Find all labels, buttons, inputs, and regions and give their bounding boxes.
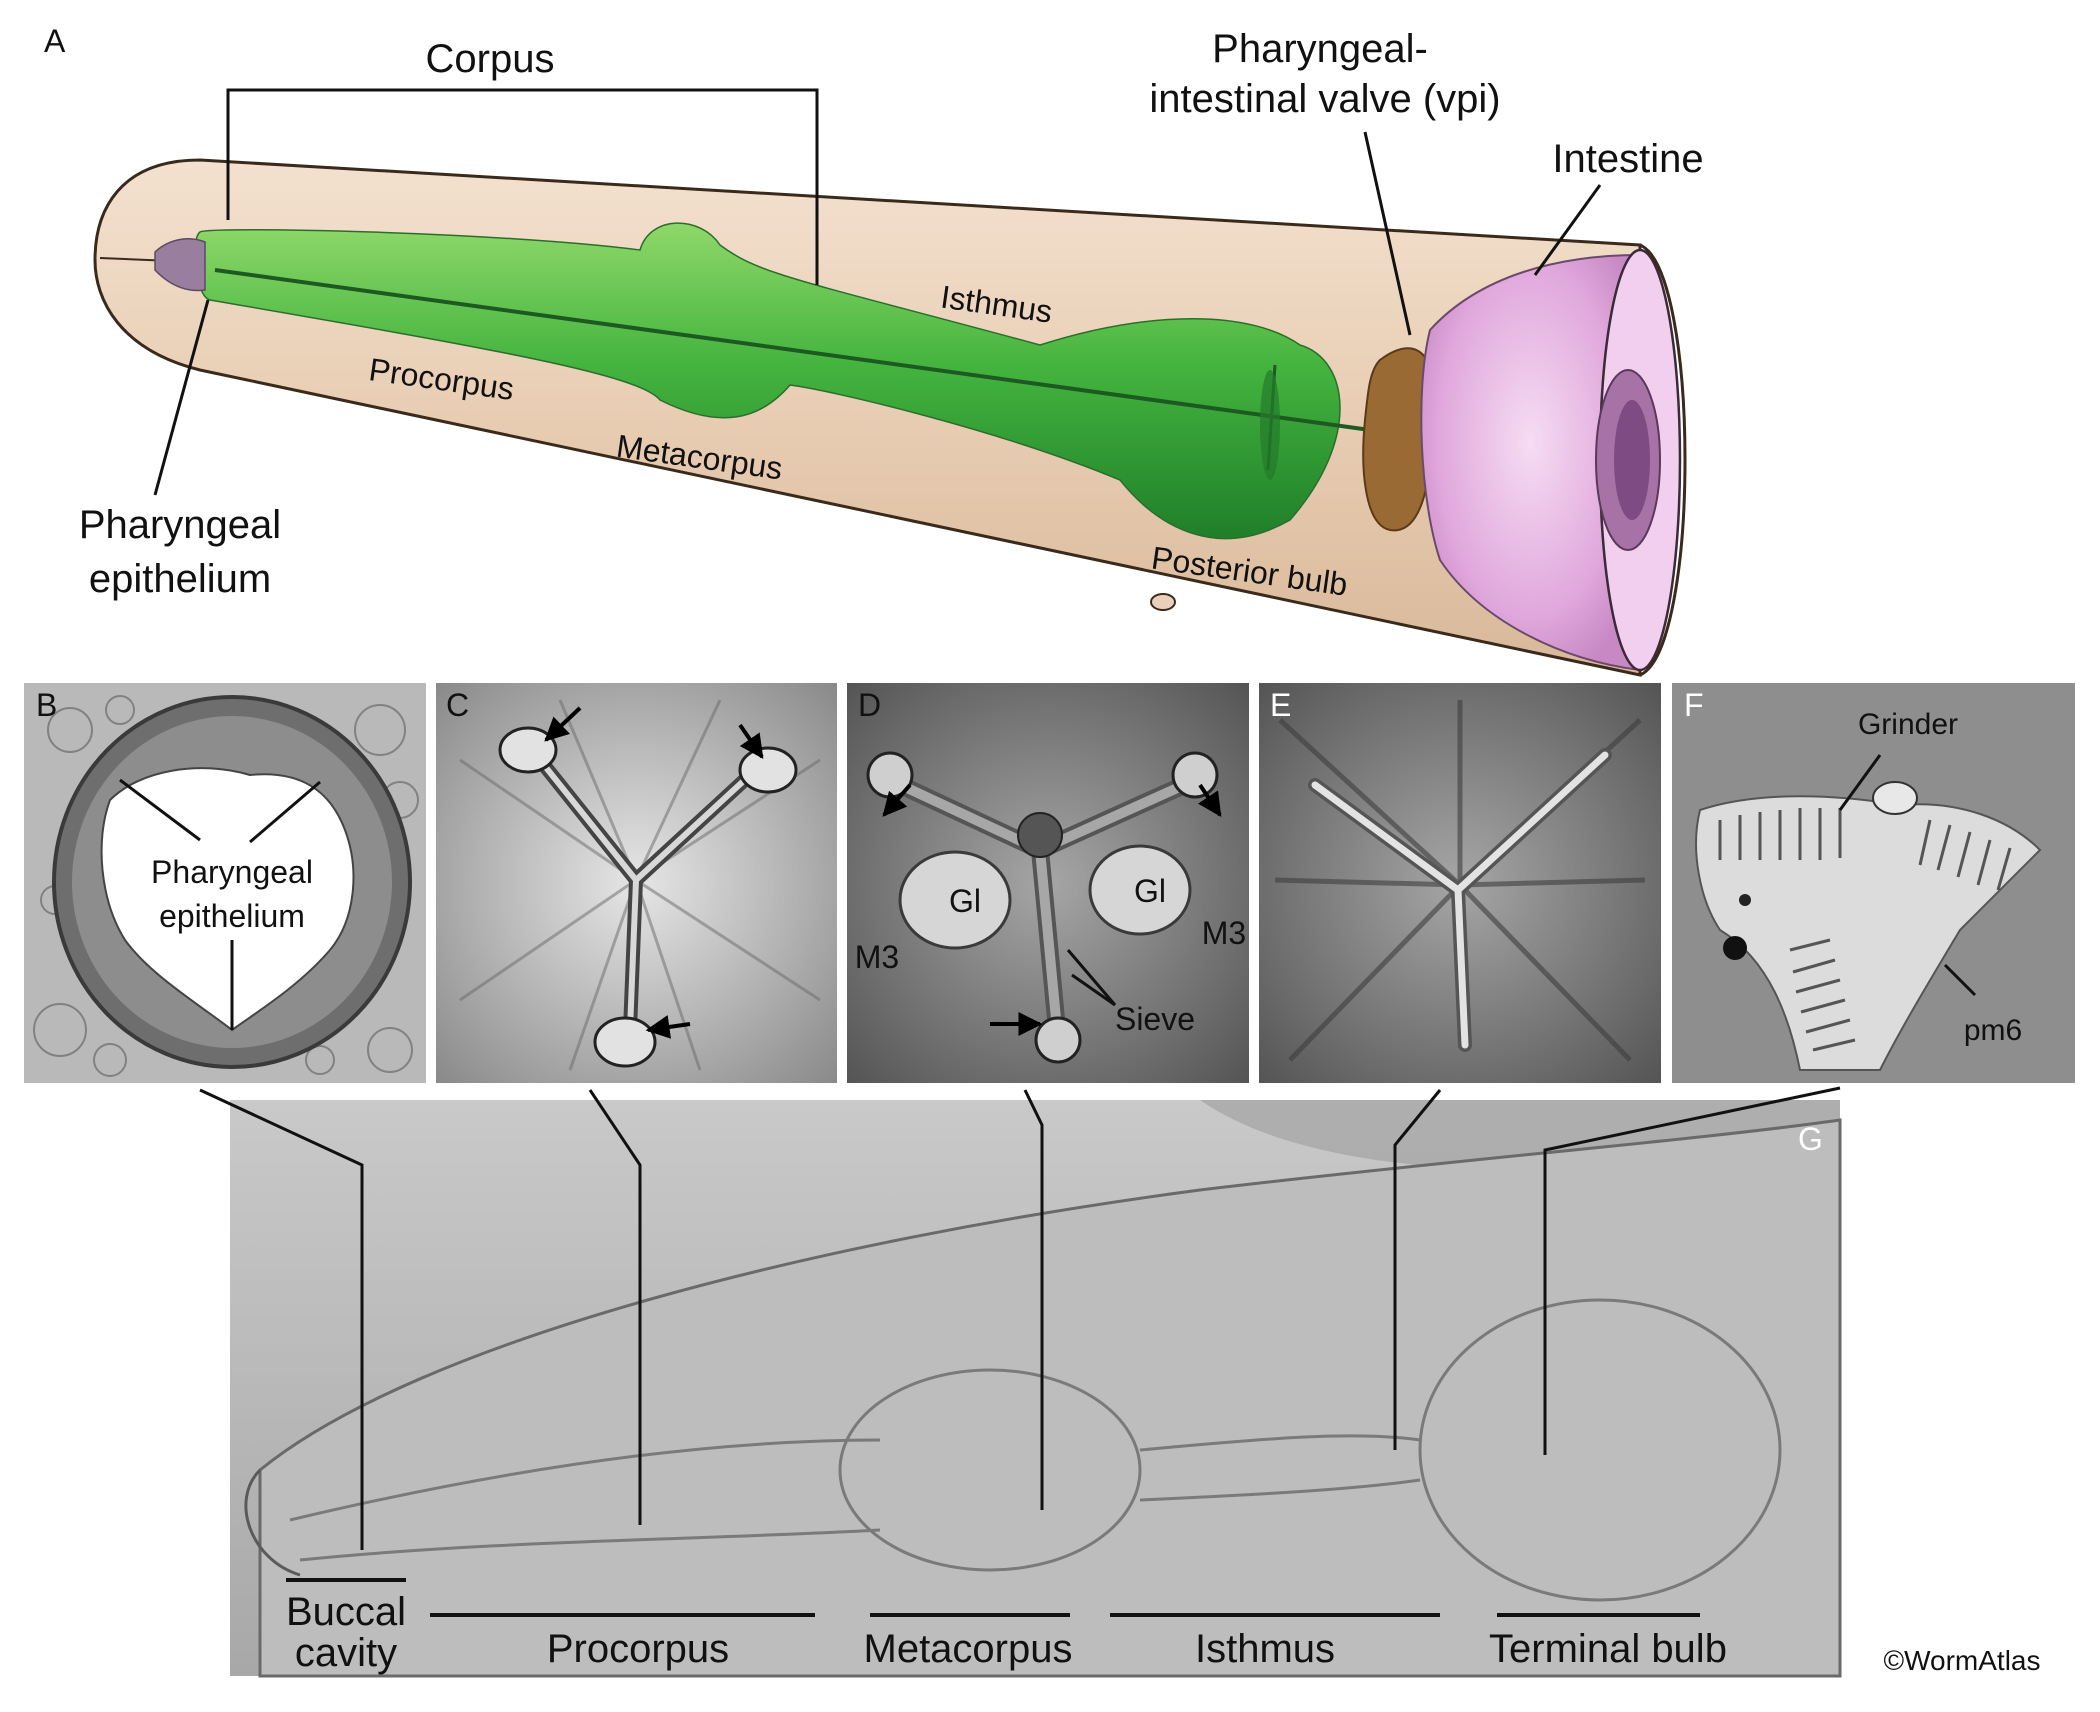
- intestine-label: Intestine: [1552, 137, 1703, 181]
- intestine: [1420, 248, 1682, 672]
- panel-d-sieve: Sieve: [1115, 1001, 1195, 1037]
- panel-d-gl-left: Gl: [949, 883, 981, 919]
- valve-label-line1: Pharyngeal-: [1212, 27, 1428, 71]
- epithelium-leader: [153, 299, 210, 496]
- connector-e: [1393, 1089, 1442, 1450]
- connector-d: [1023, 1089, 1044, 1510]
- panel-f-grinder: Grinder: [1858, 708, 1958, 741]
- panel-g-buccal-line1: Buccal: [286, 1590, 406, 1634]
- pharynx: [194, 222, 1371, 540]
- panel-d-gl-right: Gl: [1134, 873, 1166, 909]
- panel-d-letter: D: [858, 687, 881, 723]
- valve-label-line2: intestinal valve (vpi): [1149, 77, 1500, 121]
- panel-b-letter: B: [36, 687, 57, 723]
- panel-g-terminal-bulb: Terminal bulb: [1489, 1627, 1727, 1671]
- buccal-tip: [154, 238, 206, 292]
- panel-b-label-line2: epithelium: [159, 898, 305, 934]
- panel-e: E: [1259, 683, 1661, 1083]
- panel-g-isthmus: Isthmus: [1195, 1627, 1335, 1671]
- epithelium-label-line2: epithelium: [89, 557, 271, 601]
- credit: ©WormAtlas: [1883, 1645, 2040, 1676]
- corpus-bracket: [226, 88, 819, 285]
- intestine-leader: [1533, 184, 1602, 276]
- panel-f-letter: F: [1684, 687, 1704, 723]
- worm-head: [258, 1118, 1842, 1678]
- connector-f: [1543, 1086, 1841, 1455]
- panel-b-lumen: [100, 767, 355, 1032]
- panel-g: Buccal cavity Procorpus Metacorpus Isthm…: [199, 1086, 1842, 1678]
- panel-d: Gl Gl M3 M3 Sieve D: [847, 683, 1249, 1083]
- panel-e-letter: E: [1270, 687, 1291, 723]
- panel-c-letter: C: [446, 687, 469, 723]
- epithelium-label-line1: Pharyngeal: [79, 503, 281, 547]
- connector-b: [199, 1088, 364, 1550]
- body-end: [1639, 243, 1687, 677]
- panel-d-m3-right: M3: [1202, 915, 1246, 951]
- valve-leader: [1363, 131, 1412, 336]
- panel-d-m3-left: M3: [855, 939, 899, 975]
- panel-g-procorpus: Procorpus: [547, 1627, 729, 1671]
- connector-c: [588, 1089, 642, 1525]
- region-bars: [286, 1578, 1700, 1617]
- panel-f-pm6: pm6: [1964, 1014, 2022, 1047]
- panel-a: A Corpus Pharyngeal- intestinal valve (v: [44, 23, 1704, 677]
- panel-f: Grinder pm6 F: [1672, 683, 2075, 1083]
- panel-b-label-line1: Pharyngeal: [151, 854, 313, 890]
- panel-g-metacorpus: Metacorpus: [864, 1627, 1073, 1671]
- panel-a-letter: A: [44, 23, 66, 59]
- panel-c: C: [436, 683, 837, 1083]
- ventral-pore: [1150, 593, 1176, 611]
- panel-f-lumen: [1695, 795, 2042, 1071]
- corpus-label: Corpus: [426, 37, 555, 81]
- panel-g-letter: G: [1798, 1121, 1823, 1157]
- panel-g-buccal-line2: cavity: [295, 1631, 397, 1675]
- panel-b: Pharyngeal epithelium B: [24, 683, 426, 1083]
